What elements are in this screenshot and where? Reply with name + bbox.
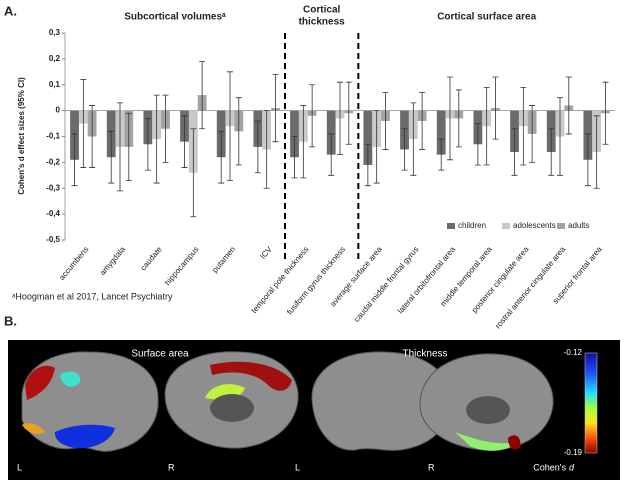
error-bar	[529, 105, 536, 163]
hemisphere-label: L	[17, 462, 22, 472]
x-tick-label: caudal middle frontal gyrus	[352, 245, 420, 324]
error-bar	[125, 112, 132, 181]
brain-r-medial-surface	[164, 351, 299, 449]
brain-panel	[8, 340, 620, 480]
error-bar	[199, 61, 206, 130]
error-bar	[593, 115, 600, 189]
x-tick-label: rostral anterior cingulate area	[493, 244, 567, 330]
legend-swatch	[447, 223, 455, 229]
error-bar	[492, 76, 499, 140]
error-bar	[382, 92, 389, 150]
panel-label: B.	[4, 313, 17, 328]
x-tick-label: amygdala	[98, 244, 128, 277]
error-bar	[181, 115, 188, 168]
colorbar	[584, 352, 598, 454]
colorbar-top-label: -0.12	[564, 348, 583, 357]
y-tick-label: 0,3	[49, 28, 61, 37]
x-tick-label: accumbens	[57, 245, 90, 282]
error-bar	[328, 133, 335, 176]
legend-swatch	[502, 223, 510, 229]
y-tick-label: -0,4	[46, 209, 60, 218]
y-tick-label: -0,1	[46, 132, 60, 141]
error-bar	[557, 97, 563, 176]
error-bar	[71, 133, 78, 187]
section-title: Subcortical volumesᵃ	[124, 12, 226, 23]
error-bar	[227, 71, 233, 181]
legend-label: adolescents	[513, 221, 556, 230]
error-bar	[548, 128, 555, 176]
error-bar	[483, 86, 490, 166]
bar-chart: 0,3 0,2 0,1 0 -0,1 -0,2 -0,3 -0,4 -0,5 Subcortica…	[46, 5, 615, 330]
panel-label: A.	[4, 3, 17, 18]
error-bar	[345, 81, 352, 145]
error-bar	[565, 76, 572, 135]
map-title: Surface area	[131, 349, 189, 360]
bar	[290, 110, 299, 158]
error-bar	[455, 89, 462, 148]
error-bar	[263, 110, 270, 189]
legend-label: adults	[568, 221, 589, 230]
y-tick-label: -0,5	[46, 235, 60, 244]
y-axis-label: Cohen's d effect sizes (95% CI)	[17, 77, 26, 195]
error-bar	[410, 102, 417, 176]
x-tick-label: putamen	[210, 245, 237, 275]
error-bar	[511, 128, 518, 176]
error-bar	[401, 128, 408, 171]
bar	[363, 110, 373, 165]
error-bar	[309, 84, 316, 148]
error-bar	[300, 105, 307, 179]
error-bar	[254, 120, 261, 174]
error-bar	[337, 81, 343, 156]
hemisphere-label: R	[168, 462, 175, 472]
footnote: ᵃHoogman et al 2017, Lancet Psychiatry	[12, 291, 173, 301]
error-bar	[602, 81, 609, 145]
error-bar	[89, 105, 96, 168]
x-tick-label: ICV	[258, 244, 274, 261]
error-bar	[235, 97, 242, 166]
error-bar	[447, 76, 453, 161]
colorbar-label: d	[569, 462, 575, 472]
error-bar	[438, 138, 445, 171]
y-tick-label: -0,3	[46, 183, 60, 192]
hemisphere-label: R	[428, 462, 435, 472]
colorbar-label: Cohen's	[533, 462, 566, 472]
hemisphere-label: L	[295, 462, 300, 472]
error-bar	[291, 136, 298, 179]
error-bar	[419, 92, 426, 150]
legend-swatch	[557, 223, 565, 229]
y-tick-label: 0,2	[49, 54, 61, 63]
error-bar	[144, 117, 151, 171]
error-bar	[162, 94, 169, 163]
bar	[436, 110, 446, 155]
colorbar-bottom-label: -0.19	[564, 448, 583, 457]
error-bar	[364, 143, 371, 187]
y-tick-label: 0,1	[49, 80, 61, 89]
bar	[326, 110, 336, 155]
error-bar	[373, 110, 380, 184]
error-bar	[218, 130, 225, 184]
section-title: Cortical surface area	[437, 12, 536, 23]
error-bar	[153, 94, 160, 184]
error-bar	[474, 123, 481, 166]
error-bar	[584, 133, 591, 187]
legend-label: children	[458, 221, 486, 230]
section-title: Cortical	[303, 5, 340, 16]
brain-l-surface	[21, 351, 159, 452]
map-title: Thickness	[402, 349, 447, 360]
error-bar	[117, 102, 123, 192]
section-title: thickness	[299, 17, 346, 28]
brain-r-medial-thickness	[419, 353, 554, 451]
error-bar	[108, 130, 115, 184]
x-tick-label: caudate	[139, 244, 165, 272]
error-bar	[190, 128, 197, 218]
error-bar	[80, 79, 87, 168]
error-bar	[520, 86, 527, 166]
error-bar	[272, 74, 279, 143]
x-tick-label: hippocampus	[163, 245, 200, 287]
y-tick-label: 0	[56, 106, 61, 115]
y-tick-label: -0,2	[46, 157, 60, 166]
